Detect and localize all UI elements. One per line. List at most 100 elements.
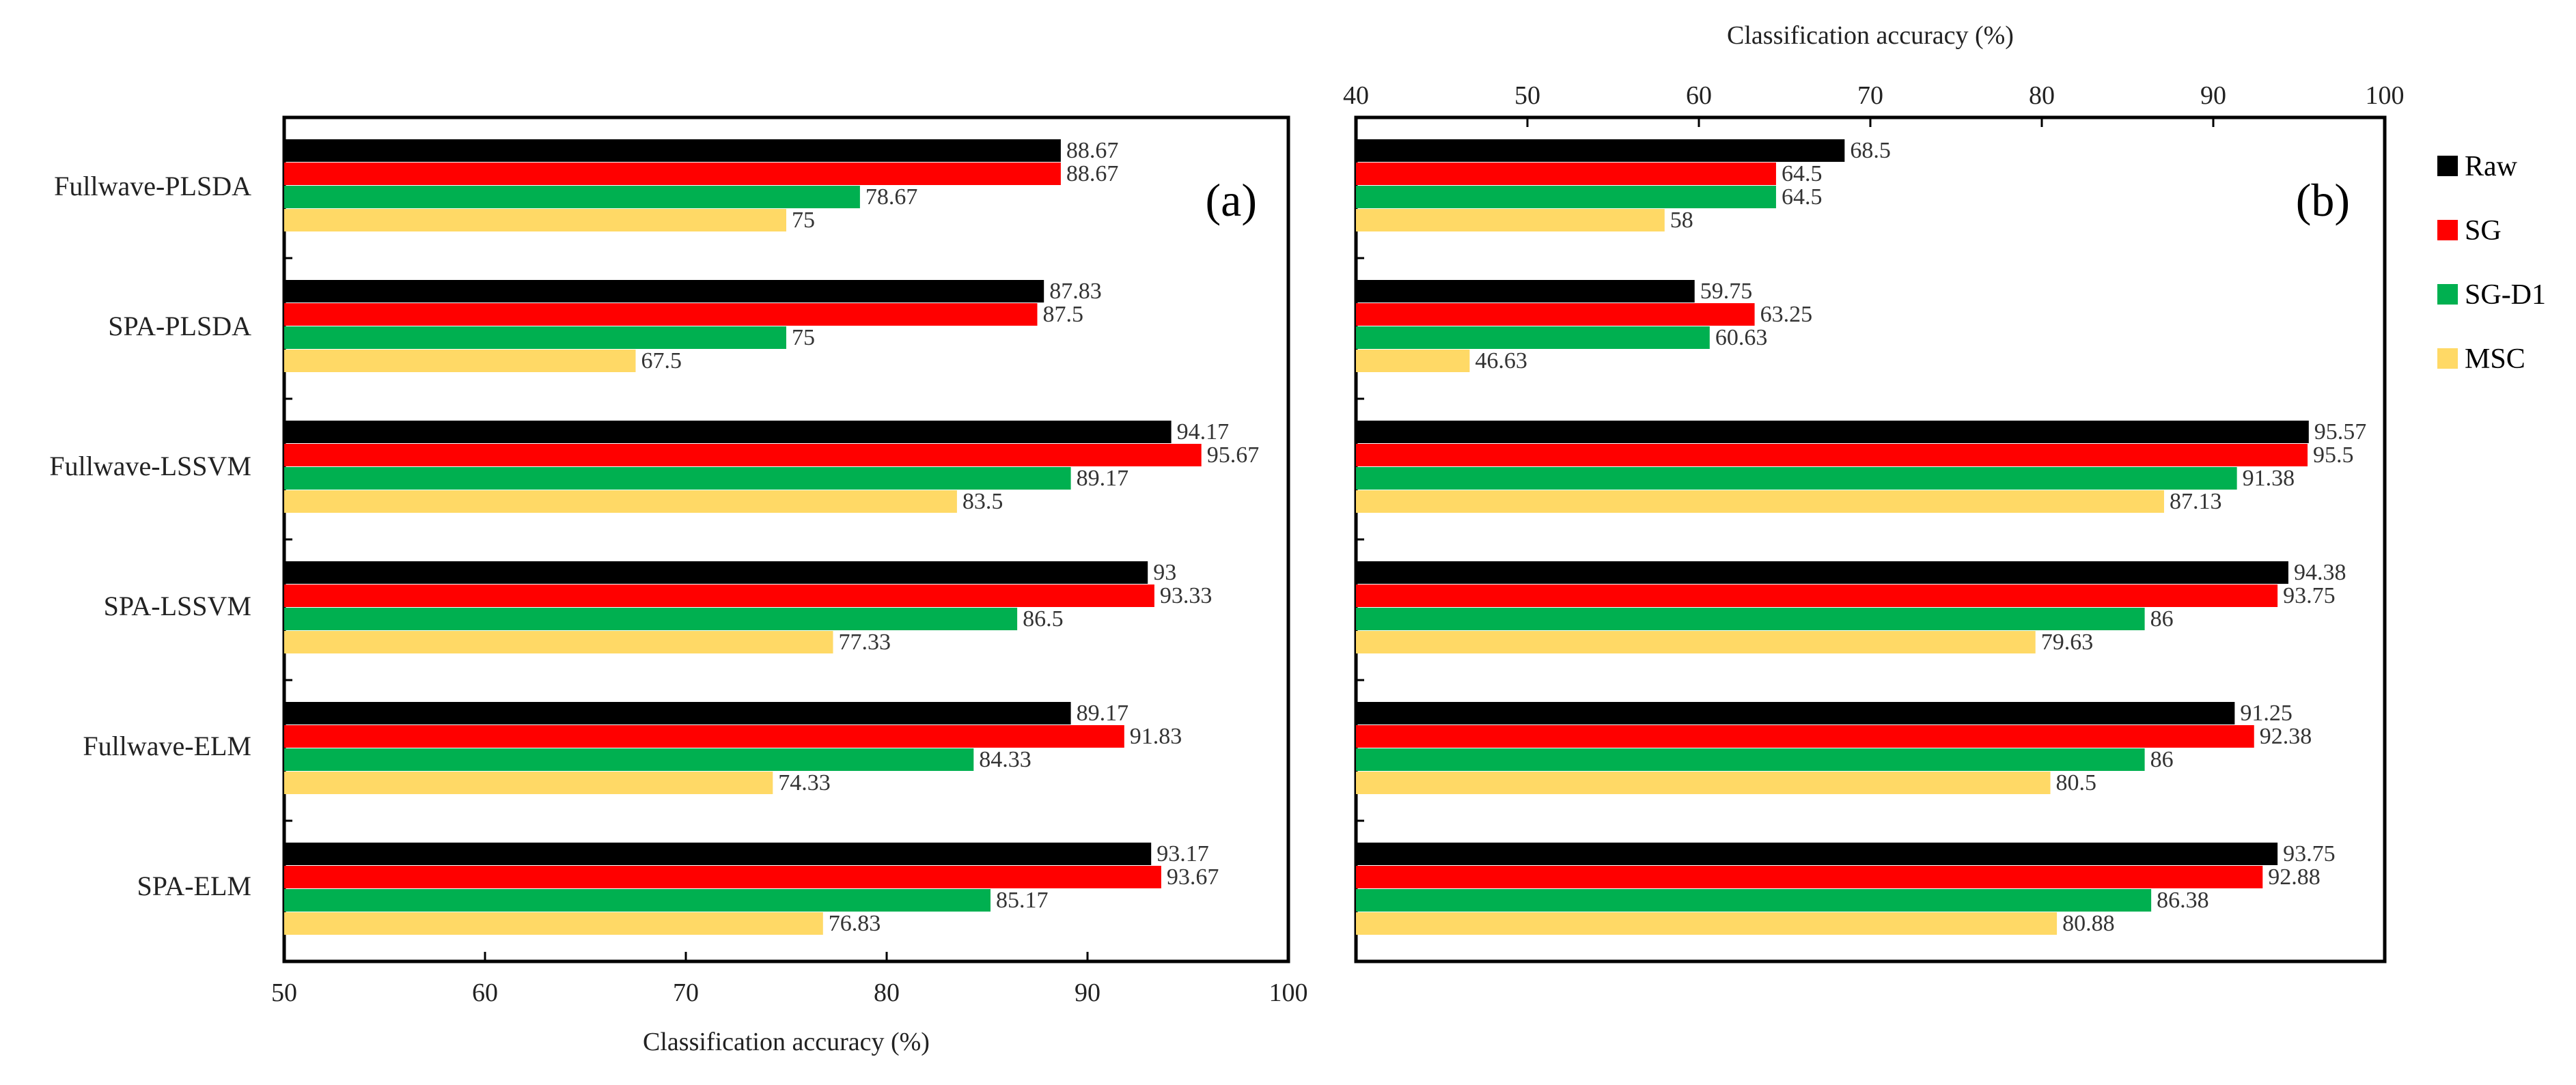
data-label: 80.5 xyxy=(2056,770,2097,795)
bar-msc xyxy=(284,631,833,653)
bar-sg xyxy=(1356,866,2263,888)
data-label: 74.33 xyxy=(778,770,831,795)
legend-swatch-sg xyxy=(2437,220,2458,240)
bar-sg-d1 xyxy=(1356,467,2237,490)
bar-msc xyxy=(1356,912,2058,935)
panel-a-x-ticks: 50 60 70 80 90 100 xyxy=(271,978,1308,1007)
data-label: 60.63 xyxy=(1715,325,1768,350)
bar-sg xyxy=(1356,584,2278,607)
x-tick-label: 40 xyxy=(1343,81,1369,110)
panel-a-x-axis-title: Classification accuracy (%) xyxy=(643,1028,930,1056)
data-label: 94.17 xyxy=(1177,419,1230,445)
data-label: 86 xyxy=(2150,747,2174,772)
bar-sg-d1 xyxy=(284,326,786,349)
bar-raw xyxy=(1356,421,2309,443)
bar-sg-d1 xyxy=(284,467,1071,490)
data-label: 91.25 xyxy=(2240,701,2293,726)
category-label: Fullwave-PLSDA xyxy=(54,171,251,201)
bar-raw xyxy=(284,843,1152,865)
data-label: 89.17 xyxy=(1077,466,1129,491)
bar-sg xyxy=(1356,725,2254,748)
data-label: 77.33 xyxy=(839,630,891,655)
x-tick-label: 50 xyxy=(1514,81,1540,110)
x-tick-label: 60 xyxy=(472,978,498,1007)
bar-sg xyxy=(1356,163,1776,185)
legend-swatch-msc xyxy=(2437,348,2458,369)
data-label: 68.5 xyxy=(1850,138,1891,163)
data-label: 88.67 xyxy=(1066,138,1119,163)
data-label: 93.33 xyxy=(1160,583,1213,608)
data-label: 93.67 xyxy=(1167,864,1219,890)
bar-msc xyxy=(1356,209,1665,231)
x-tick-label: 70 xyxy=(673,978,699,1007)
bar-msc xyxy=(1356,350,1470,372)
bar-sg-d1 xyxy=(284,186,860,208)
bar-raw xyxy=(284,421,1172,443)
data-label: 80.88 xyxy=(2062,911,2115,936)
bar-msc xyxy=(284,209,786,231)
data-label: 89.17 xyxy=(1077,701,1129,726)
bar-raw xyxy=(284,139,1061,162)
data-label: 67.5 xyxy=(641,348,682,374)
legend-label-sg-d1: SG-D1 xyxy=(2465,279,2546,311)
x-tick-label: 50 xyxy=(271,978,297,1007)
category-label: Fullwave-LSSVM xyxy=(49,451,251,481)
legend-label-sg: SG xyxy=(2465,215,2502,246)
data-label: 95.57 xyxy=(2314,419,2367,445)
bar-raw xyxy=(284,280,1044,302)
bar-sg-d1 xyxy=(1356,889,2152,912)
bar-sg-d1 xyxy=(284,889,991,912)
panel-b-x-axis-title: Classification accuracy (%) xyxy=(1727,21,2014,50)
bar-raw xyxy=(1356,843,2278,865)
data-label: 75 xyxy=(792,325,815,350)
data-label: 59.75 xyxy=(1700,279,1753,304)
data-label: 86.5 xyxy=(1023,606,1064,632)
x-tick-label: 100 xyxy=(2366,81,2405,110)
panel-b-x-ticks: 40 50 60 70 80 90 100 xyxy=(1343,81,2405,110)
bar-sg xyxy=(1356,303,1755,326)
data-label: 84.33 xyxy=(979,747,1031,772)
bar-sg-d1 xyxy=(1356,186,1776,208)
data-label: 85.17 xyxy=(996,888,1049,913)
data-label: 88.67 xyxy=(1066,161,1119,186)
bar-raw xyxy=(1356,280,1695,302)
x-tick-label: 70 xyxy=(1857,81,1883,110)
data-label: 95.67 xyxy=(1207,442,1260,468)
category-label: SPA-LSSVM xyxy=(104,591,251,621)
bar-raw xyxy=(1356,561,2288,584)
bar-sg-d1 xyxy=(284,608,1018,630)
panel-b-label: (b) xyxy=(2296,174,2350,226)
bar-sg xyxy=(284,584,1154,607)
data-label: 64.5 xyxy=(1782,184,1823,210)
data-label: 93.17 xyxy=(1157,841,1209,866)
legend-label-raw: Raw xyxy=(2465,151,2518,182)
data-label: 46.63 xyxy=(1475,348,1527,374)
bar-sg xyxy=(284,725,1124,748)
bar-msc xyxy=(284,490,957,513)
x-tick-label: 90 xyxy=(1075,978,1100,1007)
bar-raw xyxy=(284,702,1071,724)
data-label: 75 xyxy=(792,208,815,233)
data-label: 93.75 xyxy=(2283,841,2336,866)
data-label: 91.83 xyxy=(1130,724,1182,749)
category-label: SPA-PLSDA xyxy=(108,311,251,341)
x-tick-label: 90 xyxy=(2200,81,2226,110)
bars-layer: 88.67 87.83 94.17 93 89.17 93.17 88.67 87.5 95.6… xyxy=(283,116,2386,963)
bar-msc xyxy=(1356,772,2051,794)
bar-msc xyxy=(284,350,636,372)
category-label: Fullwave-ELM xyxy=(83,731,251,761)
data-label: 94.38 xyxy=(2294,560,2346,585)
bar-sg xyxy=(284,444,1202,466)
bar-sg-d1 xyxy=(284,748,974,771)
data-label: 63.25 xyxy=(1760,302,1813,327)
data-label: 92.88 xyxy=(2268,864,2321,890)
x-tick-label: 80 xyxy=(874,978,900,1007)
bar-msc xyxy=(284,772,773,794)
bar-sg xyxy=(284,866,1161,888)
data-label: 93 xyxy=(1153,560,1176,585)
category-labels: Fullwave-PLSDA SPA-PLSDA Fullwave-LSSVM … xyxy=(49,171,251,901)
bar-sg xyxy=(284,163,1061,185)
data-label: 58 xyxy=(1670,208,1693,233)
data-label: 78.67 xyxy=(865,184,918,210)
